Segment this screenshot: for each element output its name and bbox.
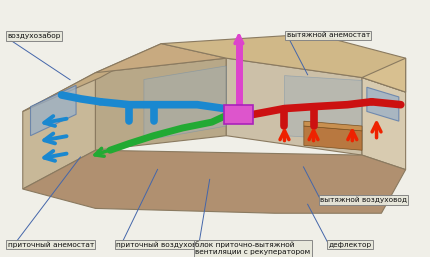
Polygon shape: [224, 105, 253, 124]
Polygon shape: [95, 44, 226, 73]
Polygon shape: [23, 73, 95, 189]
Text: приточный анемостат: приточный анемостат: [8, 242, 94, 248]
Polygon shape: [362, 58, 405, 92]
Text: воздухозабор: воздухозабор: [8, 32, 61, 39]
Polygon shape: [23, 150, 405, 213]
Polygon shape: [161, 34, 405, 92]
Text: вытяжной воздуховод: вытяжной воздуховод: [320, 197, 407, 203]
Polygon shape: [23, 44, 161, 112]
Polygon shape: [285, 76, 362, 141]
Text: вытяжной анемостат: вытяжной анемостат: [287, 32, 370, 38]
Text: дефлектор: дефлектор: [329, 242, 372, 248]
Text: блок приточно-вытяжной
вентиляции с рекуператором: блок приточно-вытяжной вентиляции с реку…: [195, 242, 310, 255]
Polygon shape: [304, 121, 362, 131]
Polygon shape: [31, 85, 76, 136]
Polygon shape: [226, 58, 362, 155]
Polygon shape: [144, 66, 226, 141]
Polygon shape: [362, 78, 405, 170]
Polygon shape: [95, 58, 226, 150]
Text: приточный воздуховод: приточный воздуховод: [116, 242, 206, 248]
Polygon shape: [304, 126, 362, 150]
Polygon shape: [367, 87, 399, 121]
